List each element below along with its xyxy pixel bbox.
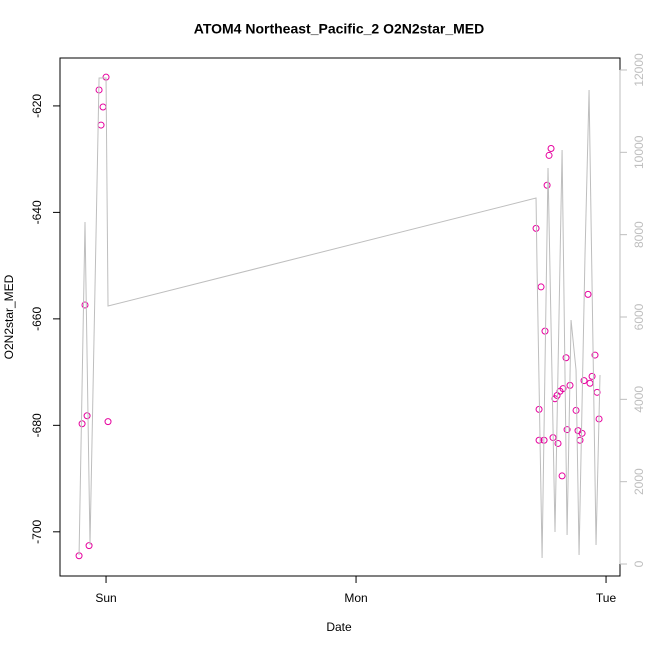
plot-frame — [59, 57, 621, 577]
x-tick-label: Mon — [344, 591, 367, 605]
y-axis-label: O2N2star_MED — [2, 274, 16, 359]
y2-tick-label: 4000 — [632, 386, 646, 413]
y-tick-label: -660 — [30, 307, 44, 331]
data-point — [99, 103, 107, 111]
data-point — [580, 377, 588, 385]
data-point — [572, 406, 580, 414]
data-point — [576, 436, 584, 444]
y2-tick-label: 6000 — [632, 303, 646, 330]
x-axis-label: Date — [326, 620, 352, 634]
data-point — [104, 418, 112, 426]
data-point — [554, 439, 562, 447]
data-point — [541, 327, 549, 335]
data-point — [81, 301, 89, 309]
data-point — [562, 354, 570, 362]
chart-title: ATOM4 Northeast_Pacific_2 O2N2star_MED — [194, 21, 484, 37]
data-point — [547, 145, 555, 153]
data-point — [588, 372, 596, 380]
x-tick-label: Tue — [596, 591, 617, 605]
data-point — [78, 420, 86, 428]
data-point — [591, 351, 599, 359]
data-point — [85, 542, 93, 550]
data-point — [545, 151, 553, 159]
y-tick-label: -620 — [30, 94, 44, 118]
y2-tick-label: 8000 — [632, 221, 646, 248]
y2-tick-label: 0 — [632, 560, 646, 567]
data-point — [97, 121, 105, 129]
y-tick-label: -640 — [30, 200, 44, 224]
y2-tick-label: 12000 — [632, 53, 646, 87]
data-point — [563, 426, 571, 434]
data-point — [537, 283, 545, 291]
y2-tick-label: 10000 — [632, 135, 646, 169]
y-tick-label: -680 — [30, 413, 44, 437]
data-point — [559, 385, 567, 393]
y2-tick-label: 2000 — [632, 468, 646, 495]
y-tick-label: -700 — [30, 519, 44, 543]
data-point — [83, 412, 91, 420]
data-point — [586, 379, 594, 387]
x-tick-label: Sun — [95, 591, 116, 605]
data-point — [558, 472, 566, 480]
data-line — [78, 77, 601, 559]
data-point — [578, 429, 586, 437]
data-point — [535, 436, 543, 444]
data-point — [584, 290, 592, 298]
data-point — [543, 181, 551, 189]
